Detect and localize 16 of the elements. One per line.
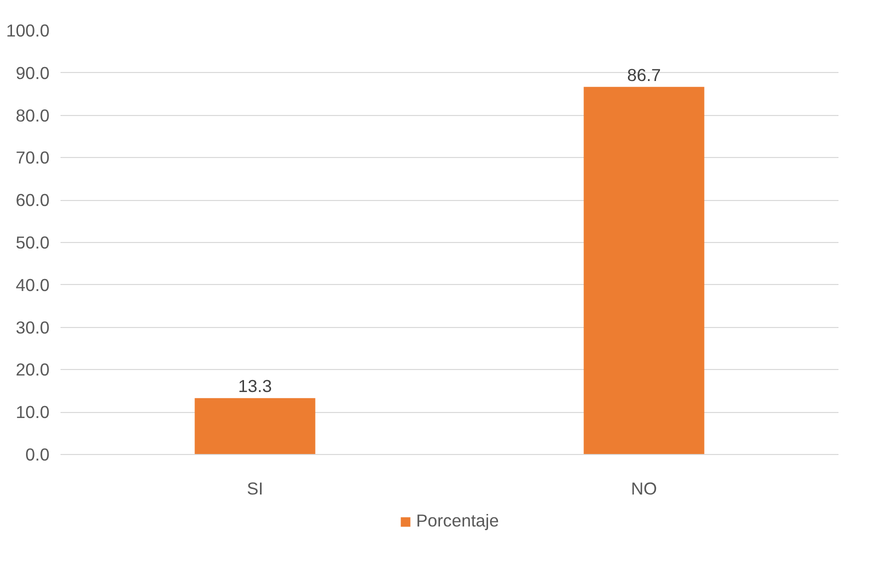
x-tick-label: SI <box>246 478 264 498</box>
y-tick-label: 20.0 <box>16 360 50 380</box>
y-tick-label: 70.0 <box>16 148 50 168</box>
y-tick-label: 50.0 <box>16 232 50 252</box>
y-tick-label: 10.0 <box>16 402 50 422</box>
y-tick-label: 60.0 <box>16 190 50 210</box>
y-tick-label: 100.0 <box>6 20 50 40</box>
data-label: 13.3 <box>238 376 272 396</box>
y-tick-label: 30.0 <box>16 317 50 338</box>
x-tick-label: NO <box>631 478 658 498</box>
legend-label: Porcentaje <box>416 510 499 532</box>
y-tick-label: 90.0 <box>16 62 50 83</box>
y-tick-label: 40.0 <box>16 274 50 295</box>
y-tick-label: 80.0 <box>16 105 50 126</box>
y-tick-label: 0.0 <box>25 444 50 464</box>
data-label: 86.7 <box>627 64 661 85</box>
